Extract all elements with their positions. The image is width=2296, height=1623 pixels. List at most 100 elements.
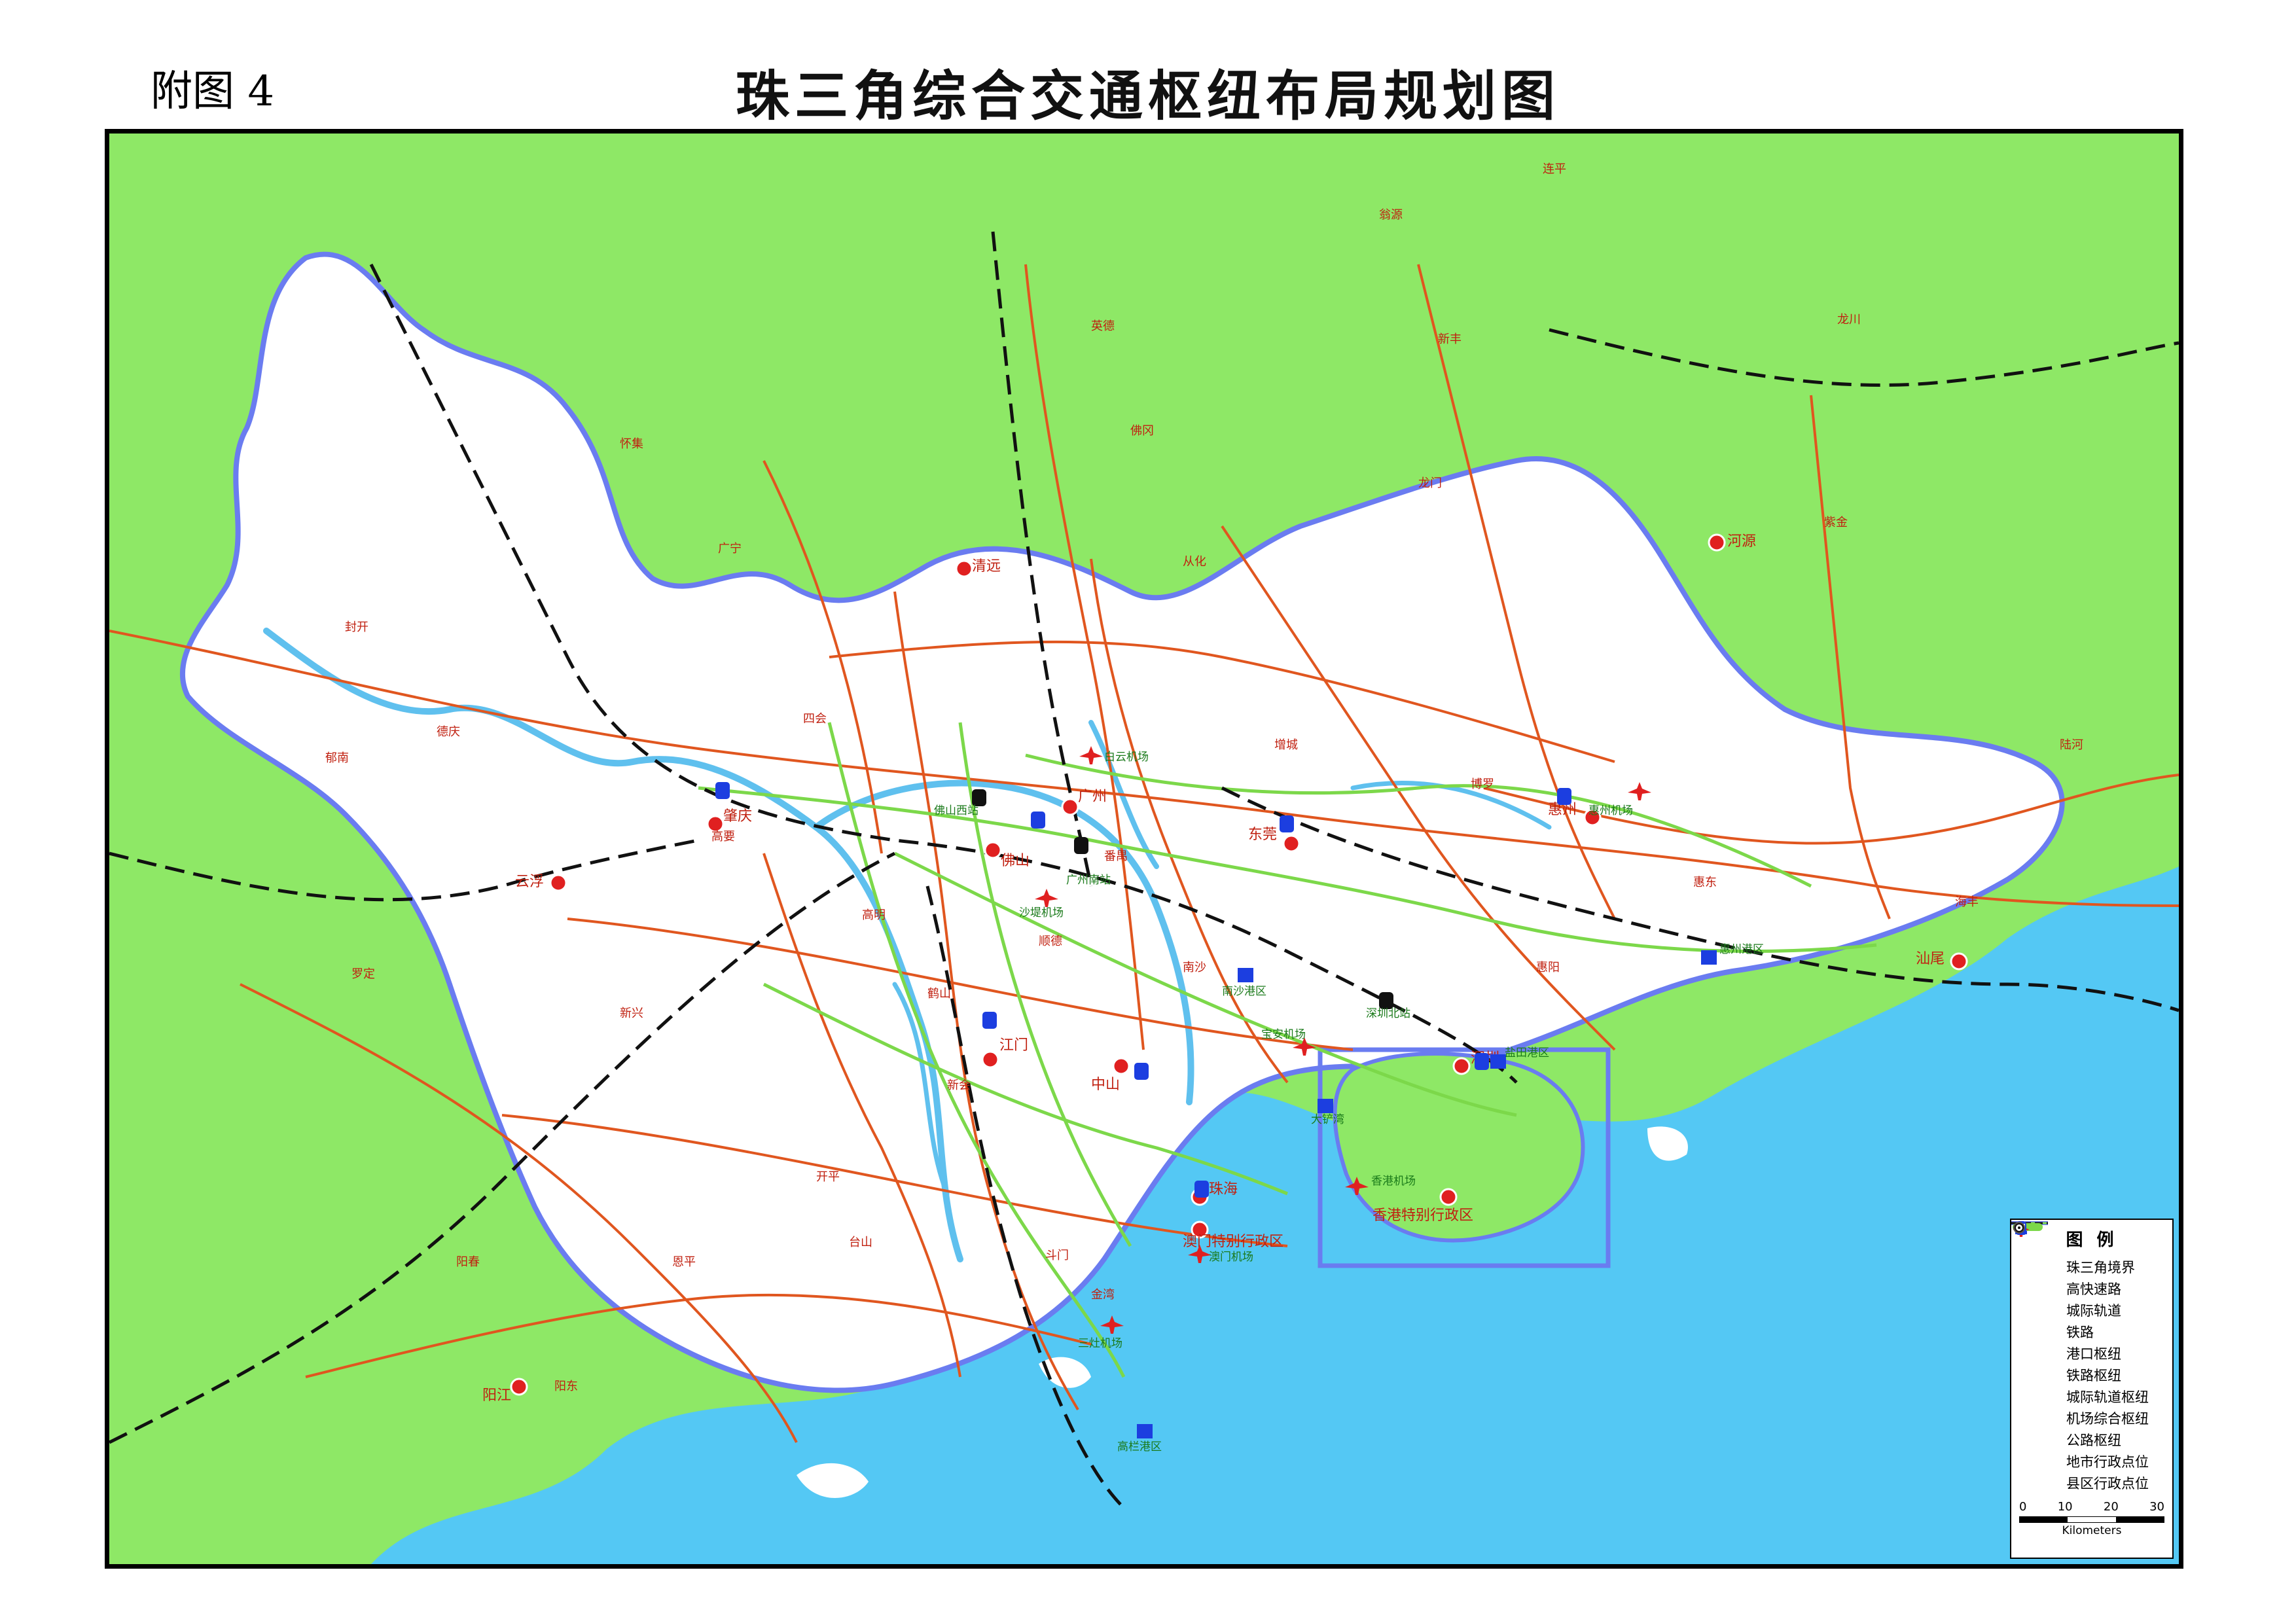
city-point-shenzhen <box>1452 1057 1471 1075</box>
legend-item-road-hub: 公路枢纽 <box>2016 1222 2164 1450</box>
label-yantian-port: 盐田港区 <box>1505 1046 1549 1060</box>
label-yangdong: 阳东 <box>554 1380 578 1393</box>
label-deqing: 德庆 <box>437 725 460 739</box>
label-taishan: 台山 <box>849 1236 872 1249</box>
label-yangchun: 阳春 <box>456 1255 480 1269</box>
hk-boundary <box>1318 1047 1611 1268</box>
city-point-yunfu <box>549 874 567 892</box>
legend-item-city-point: 地市行政点位 <box>2013 1222 2164 1472</box>
rail-hub-icon <box>972 789 986 806</box>
legend-label: 港口枢纽 <box>2066 1346 2121 1362</box>
road-hub-icon <box>1134 1063 1149 1080</box>
label-xinxing: 新兴 <box>620 1007 643 1020</box>
legend-item-intercity: 城际轨道 <box>2011 1222 2164 1321</box>
island <box>797 1463 869 1498</box>
label-yingde: 英德 <box>1091 319 1115 333</box>
label-huizhou-airport: 惠州机场 <box>1588 804 1633 817</box>
label-sihui: 四会 <box>803 712 827 726</box>
scale-tick: 20 <box>2103 1500 2119 1514</box>
legend-label: 铁路枢纽 <box>2066 1367 2121 1383</box>
scale-bar-graphic <box>2019 1516 2164 1523</box>
scale-tick: 0 <box>2019 1500 2027 1514</box>
label-macau-airport: 澳门机场 <box>1209 1251 1253 1264</box>
figure-label: 附图 4 <box>151 67 275 116</box>
label-shadi-airport: 沙堤机场 <box>1019 906 1064 919</box>
airport-icon <box>1345 1177 1369 1195</box>
port-hub-icon <box>1238 968 1253 982</box>
scale-unit: Kilometers <box>2062 1524 2122 1537</box>
label-lianping: 连平 <box>1543 162 1566 176</box>
city-point-hongkong <box>1439 1188 1458 1206</box>
label-guangzhou-south: 广州南站 <box>1066 874 1111 887</box>
label-zijin: 紫金 <box>1824 516 1848 529</box>
road-hub-icon <box>1280 815 1294 832</box>
city-point-guangzhou <box>1061 798 1079 816</box>
airport-icon <box>1035 889 1058 907</box>
label-gaoyao: 高要 <box>711 830 735 844</box>
road-hub-icon <box>1475 1053 1489 1070</box>
legend-item-railway: 铁路 <box>2011 1222 2164 1342</box>
label-heyuan: 河源 <box>1727 533 1756 550</box>
label-zengcheng: 增城 <box>1274 738 1298 752</box>
label-zhongshan: 中山 <box>1091 1077 1120 1093</box>
scale-ticks: 0 10 20 30 <box>2019 1500 2164 1514</box>
legend-item-intercity-hub: 城际轨道枢纽 <box>2013 1223 2164 1407</box>
legend-label: 城际轨道枢纽 <box>2066 1389 2149 1405</box>
label-shenzhen-north: 深圳北站 <box>1366 1007 1410 1020</box>
city-point-foshan <box>984 841 1002 859</box>
map-legend: 图 例 珠三角境界 高快速路 城际轨道 铁路 港口枢纽 铁路枢纽 城际轨道枢纽 <box>2010 1219 2174 1559</box>
port-hub-icon <box>1318 1099 1333 1113</box>
label-enping: 恩平 <box>672 1255 696 1269</box>
city-point-zhaoqing <box>706 815 725 833</box>
legend-label: 机场综合枢纽 <box>2066 1410 2149 1427</box>
label-doumen: 斗门 <box>1045 1249 1069 1262</box>
rail-hub-icon <box>1379 992 1393 1009</box>
label-panyu: 番禺 <box>1104 849 1128 863</box>
label-conghua: 从化 <box>1183 555 1206 569</box>
label-fengkai: 封开 <box>345 620 368 634</box>
legend-label: 地市行政点位 <box>2066 1454 2149 1470</box>
label-gaolan-port: 高栏港区 <box>1117 1440 1162 1454</box>
label-jiangmen: 江门 <box>999 1037 1028 1054</box>
airport-icon <box>1293 1037 1316 1056</box>
label-baiyun-airport: 白云机场 <box>1104 751 1149 764</box>
scale-tick: 30 <box>2149 1500 2164 1514</box>
port-hub-icon <box>1490 1054 1506 1069</box>
intercity-rail-network <box>698 722 1877 1378</box>
legend-item-boundary: 珠三角境界 <box>2011 1221 2164 1277</box>
legend-item-airport: 机场综合枢纽 <box>2013 1221 2164 1429</box>
county-text-labels: 连平 翁源 英德 新丰 龙川 佛冈 龙门 紫金 从化 怀集 广宁 四会 封开 德… <box>325 162 2083 1393</box>
city-points <box>510 533 1968 1396</box>
prd-region <box>179 251 2065 1393</box>
city-point-dongguan <box>1282 834 1300 853</box>
label-huidong: 惠东 <box>1693 876 1717 889</box>
label-hongkong: 香港特别行政区 <box>1372 1207 1473 1224</box>
label-haifeng: 海丰 <box>1955 895 1979 909</box>
hub-text-labels: 白云机场 广州南站 佛山西站 沙堤机场 南沙港区 宝安机场 深圳北站 盐田港区 … <box>934 751 1764 1454</box>
rail-hub-icon <box>1074 837 1088 854</box>
expressway-network <box>109 264 2179 1443</box>
label-baoan-airport: 宝安机场 <box>1261 1028 1306 1041</box>
scale-bar: 0 10 20 30 Kilometers <box>2019 1500 2164 1539</box>
label-macau: 澳门特别行政区 <box>1183 1234 1283 1250</box>
label-qingyuan: 清远 <box>972 558 1001 575</box>
city-point-shanwei <box>1950 952 1968 971</box>
label-xinfeng: 新丰 <box>1438 332 1462 346</box>
label-jinwan: 金湾 <box>1091 1288 1115 1302</box>
label-zhaoqing: 肇庆 <box>723 808 752 825</box>
legend-label: 高快速路 <box>2066 1281 2121 1297</box>
label-gaoming: 高明 <box>862 908 886 922</box>
label-longchuan: 龙川 <box>1837 313 1861 327</box>
label-huizhou-port: 惠州港区 <box>1719 943 1764 956</box>
label-fogang: 佛冈 <box>1130 424 1154 438</box>
map-frame[interactable]: 广州 佛山 东莞 惠州 河源 江门 中山 珠海 深圳 汕尾 阳江 清远 肇庆 云… <box>105 129 2183 1569</box>
label-nansha: 南沙 <box>1183 961 1206 974</box>
label-foshan: 佛山 <box>1001 853 1030 869</box>
city-point-jiangmen <box>981 1050 999 1069</box>
label-huiyang: 惠阳 <box>1536 961 1560 974</box>
island <box>1647 1126 1688 1161</box>
road-hub-icon <box>1194 1181 1209 1198</box>
map-canvas[interactable]: 广州 佛山 东莞 惠州 河源 江门 中山 珠海 深圳 汕尾 阳江 清远 肇庆 云… <box>109 134 2179 1564</box>
label-foshan-west: 佛山西站 <box>934 804 978 817</box>
sea-area <box>371 866 2179 1564</box>
